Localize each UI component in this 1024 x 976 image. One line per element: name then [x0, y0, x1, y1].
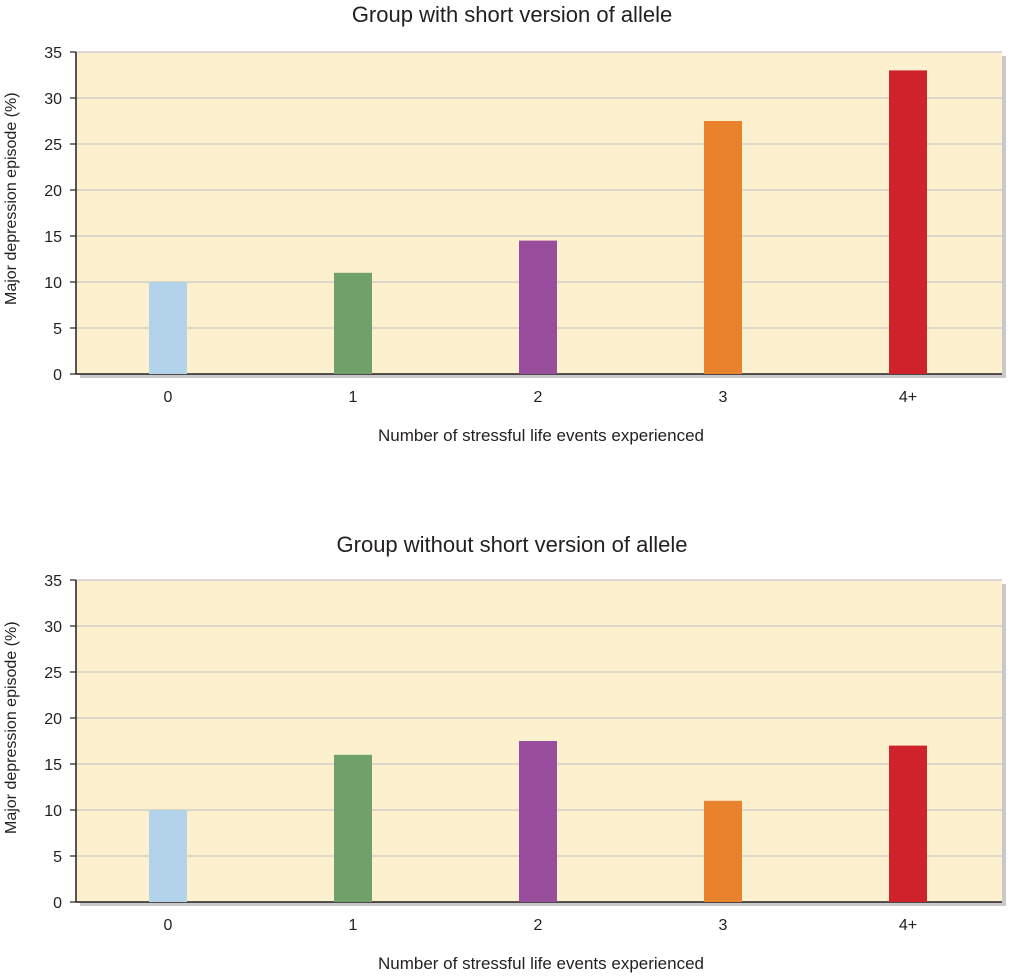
- y-tick-label: 10: [44, 275, 62, 292]
- bar-1: [334, 754, 372, 902]
- bar-0: [149, 282, 187, 374]
- y-tick-label: 35: [44, 45, 62, 62]
- bar-0: [149, 810, 187, 902]
- y-tick-label: 25: [44, 137, 62, 154]
- x-tick-label: 4+: [899, 917, 917, 934]
- y-axis-label: Major depression episode (%): [3, 621, 20, 834]
- bar-1: [334, 272, 372, 374]
- y-tick-label: 30: [44, 619, 62, 636]
- x-tick-label: 2: [534, 917, 543, 934]
- x-tick-label: 1: [349, 389, 358, 406]
- chart-plot: 0 5 10 15 20 25 30 35 0 1 2 3 4+: [44, 573, 1006, 934]
- x-axis-label: Number of stressful life events experien…: [378, 426, 704, 445]
- x-tick-label: 3: [719, 917, 728, 934]
- y-tick-label: 20: [44, 711, 62, 728]
- y-tick-label: 30: [44, 91, 62, 108]
- y-tick-label: 20: [44, 183, 62, 200]
- x-axis-label: Number of stressful life events experien…: [378, 954, 704, 973]
- bar-3: [704, 121, 742, 374]
- chart-plot: 0 5 10 15 20 25 30 35 0 1 2 3 4+: [44, 45, 1006, 406]
- chart-title: Group with short version of allele: [351, 2, 673, 27]
- y-tick-label: 0: [53, 367, 62, 384]
- x-tick-label: 3: [719, 389, 728, 406]
- y-tick-label: 0: [53, 895, 62, 912]
- x-tick-label: 1: [349, 917, 358, 934]
- chart-title: Group without short version of allele: [336, 532, 688, 557]
- y-tick-label: 25: [44, 665, 62, 682]
- bar-3: [704, 800, 742, 902]
- x-tick-label: 0: [164, 917, 173, 934]
- y-axis-label: Major depression episode (%): [3, 92, 20, 305]
- y-tick-label: 35: [44, 573, 62, 590]
- x-tick-label: 2: [534, 389, 543, 406]
- y-tick-label: 15: [44, 229, 62, 246]
- x-tick-label: 0: [164, 389, 173, 406]
- y-tick-label: 5: [53, 849, 62, 866]
- y-tick-label: 5: [53, 321, 62, 338]
- y-tick-label: 15: [44, 757, 62, 774]
- bar-2: [519, 240, 557, 374]
- x-tick-label: 4+: [899, 389, 917, 406]
- chart-top: Group with short version of allele 0 5 10 1…: [0, 0, 1024, 470]
- bar-2: [519, 741, 557, 902]
- bar-4+: [889, 70, 927, 375]
- chart-bottom: Group without short version of allele 0 5…: [0, 530, 1024, 976]
- bar-4+: [889, 745, 927, 902]
- y-tick-label: 10: [44, 803, 62, 820]
